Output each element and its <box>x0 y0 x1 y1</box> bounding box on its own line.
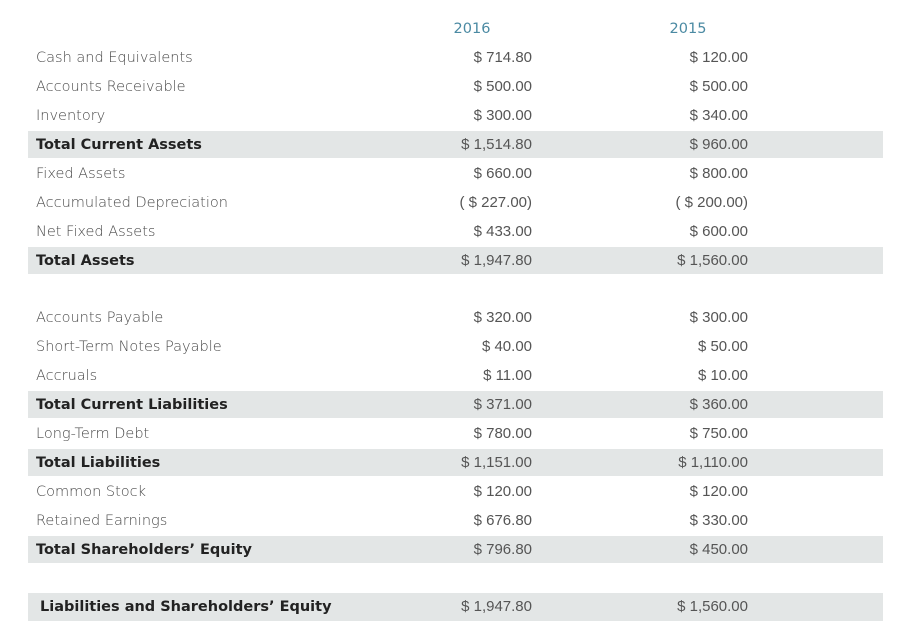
column-header: 2015 <box>670 21 707 37</box>
cell-value: $ 300.00 <box>474 107 532 124</box>
row-label: Retained Earnings <box>36 513 167 529</box>
cell-value: $ 796.80 <box>474 541 532 558</box>
row-label: Common Stock <box>36 484 146 500</box>
row-band <box>28 593 883 621</box>
cell-value: $ 40.00 <box>482 338 532 355</box>
column-header: 2016 <box>454 21 491 37</box>
cell-value: $ 50.00 <box>698 338 748 355</box>
row-label: Accumulated Depreciation <box>36 195 228 211</box>
cell-value: $ 340.00 <box>690 107 748 124</box>
cell-value: $ 120.00 <box>690 483 748 500</box>
cell-value: $ 10.00 <box>698 367 748 384</box>
row-label: Total Shareholders’ Equity <box>36 542 253 558</box>
cell-value: $ 1,110.00 <box>678 454 748 471</box>
row-label: Total Liabilities <box>36 455 160 471</box>
row-band <box>28 536 883 563</box>
cell-value: $ 660.00 <box>474 165 532 182</box>
cell-value: $ 330.00 <box>690 512 748 529</box>
row-label: Accounts Payable <box>36 310 163 326</box>
row-band <box>28 449 883 476</box>
cell-value: $ 320.00 <box>474 309 532 326</box>
cell-value: $ 433.00 <box>474 223 532 240</box>
cell-value: $ 600.00 <box>690 223 748 240</box>
row-band <box>28 247 883 274</box>
row-label: Fixed Assets <box>36 166 125 182</box>
row-label: Total Current Liabilities <box>36 397 228 413</box>
row-label: Total Current Assets <box>36 137 202 153</box>
cell-value: $ 750.00 <box>690 425 748 442</box>
row-label: Net Fixed Assets <box>36 224 155 240</box>
cell-value: $ 1,514.80 <box>461 136 532 153</box>
cell-value: $ 676.80 <box>474 512 532 529</box>
cell-value: $ 120.00 <box>474 483 532 500</box>
cell-value: $ 960.00 <box>690 136 748 153</box>
cell-value: $ 300.00 <box>690 309 748 326</box>
cell-value: $ 11.00 <box>483 367 532 384</box>
cell-value: $ 120.00 <box>690 49 748 66</box>
cell-value: $ 780.00 <box>474 425 532 442</box>
row-label: Accounts Receivable <box>36 79 186 95</box>
cell-value: $ 500.00 <box>690 78 748 95</box>
cell-value: $ 360.00 <box>690 396 748 413</box>
row-label: Cash and Equivalents <box>36 50 193 66</box>
cell-value: ( $ 200.00) <box>675 194 748 211</box>
row-label: Long-Term Debt <box>36 426 150 442</box>
cell-value: $ 714.80 <box>474 49 532 66</box>
row-label: Accruals <box>36 368 97 384</box>
row-label: Short-Term Notes Payable <box>36 339 222 355</box>
cell-value: $ 800.00 <box>690 165 748 182</box>
cell-value: $ 1,151.00 <box>461 454 532 471</box>
row-band <box>28 131 883 158</box>
cell-value: ( $ 227.00) <box>459 194 532 211</box>
row-band <box>28 391 883 418</box>
cell-value: $ 1,560.00 <box>677 598 748 615</box>
cell-value: $ 371.00 <box>474 396 532 413</box>
cell-value: $ 1,947.80 <box>461 252 532 269</box>
cell-value: $ 450.00 <box>690 541 748 558</box>
cell-value: $ 500.00 <box>474 78 532 95</box>
row-label: Liabilities and Shareholders’ Equity <box>40 599 332 615</box>
row-label: Inventory <box>36 108 105 124</box>
cell-value: $ 1,560.00 <box>677 252 748 269</box>
row-label: Total Assets <box>36 253 135 269</box>
cell-value: $ 1,947.80 <box>461 598 532 615</box>
